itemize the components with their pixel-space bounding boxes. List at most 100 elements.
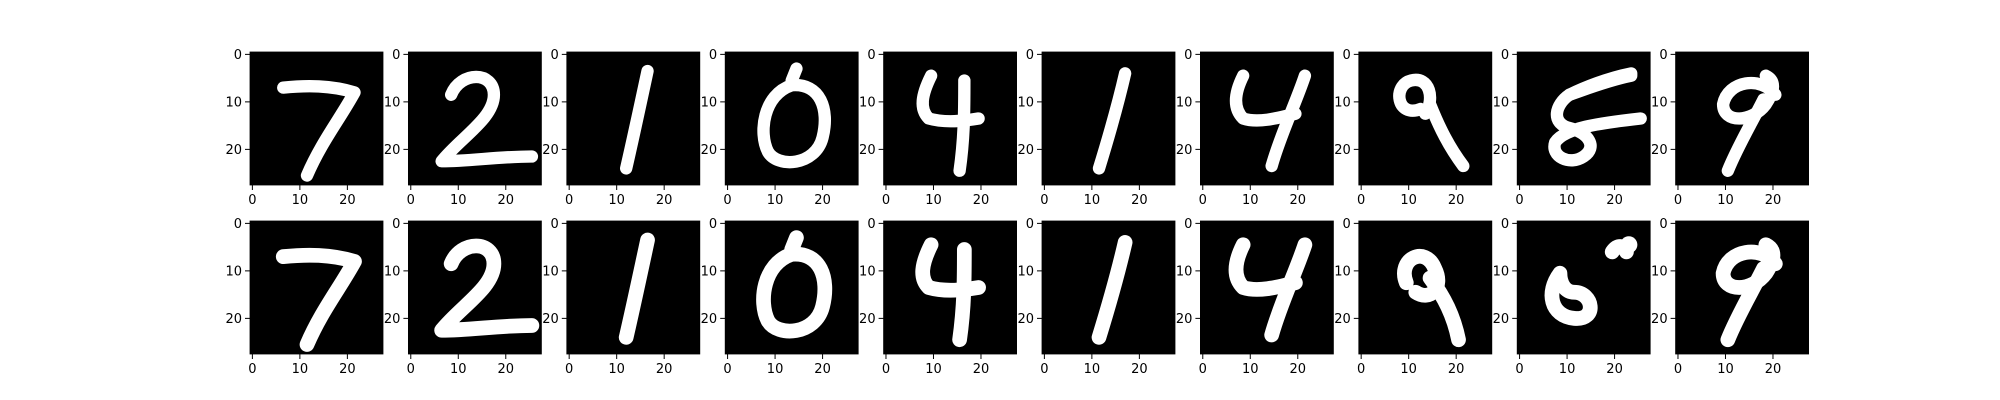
x-tick-label: 20 (1448, 193, 1465, 208)
x-tick-label: 0 (723, 362, 731, 377)
digit-panel-original-9: 0 0 10 10 20 20 (1493, 48, 1651, 208)
y-tick-label: 0 (392, 48, 400, 63)
y-tick-label: 0 (1184, 217, 1192, 232)
y-tick-label: 10 (542, 264, 559, 279)
axes-frame (1200, 51, 1334, 186)
digit-panel-original-10: 0 0 10 10 20 20 (1651, 48, 1809, 208)
digit-stroke-1 (1091, 235, 1133, 345)
digit-stroke-path (275, 247, 362, 352)
x-tick-label: 10 (450, 193, 467, 208)
x-tick-label: 0 (1357, 193, 1365, 208)
y-tick-label: 0 (1659, 48, 1667, 63)
y-tick-label: 0 (1026, 217, 1034, 232)
y-tick-label: 20 (384, 143, 401, 158)
x-tick-label: 0 (1357, 362, 1365, 377)
x-tick-label: 10 (767, 193, 784, 208)
x-tick-label: 0 (1199, 193, 1207, 208)
digit-stroke-path (1721, 93, 1770, 177)
x-tick-label: 20 (339, 193, 356, 208)
x-tick-label: 20 (814, 193, 831, 208)
axes-frame (566, 51, 701, 186)
y-tick-label: 20 (859, 143, 876, 158)
digit-panel-reconstructed-2: 0 0 10 10 20 20 (384, 217, 542, 377)
x-tick-label: 20 (498, 362, 515, 377)
x-tick-label: 20 (1290, 362, 1307, 377)
axes-frame (1358, 220, 1493, 355)
digit-panel-reconstructed-7: 0 0 10 10 20 20 (1176, 217, 1334, 377)
x-tick-label: 20 (1131, 193, 1148, 208)
digit-stroke-path (1423, 98, 1470, 173)
y-tick-label: 10 (542, 95, 559, 110)
y-tick-label: 20 (384, 312, 401, 327)
x-tick-label: 0 (248, 362, 256, 377)
digit-stroke-1 (619, 64, 654, 175)
digit-stroke-path (1563, 67, 1638, 101)
x-tick-label: 0 (1515, 362, 1523, 377)
y-tick-label: 10 (1651, 95, 1668, 110)
y-tick-label: 10 (1176, 95, 1193, 110)
x-tick-label: 10 (1084, 362, 1101, 377)
digit-stroke-path (1229, 69, 1302, 127)
digit-stroke-path (1091, 235, 1133, 345)
axes-frame (566, 220, 701, 355)
digit-stroke-path (1422, 270, 1466, 348)
x-tick-label: 0 (1515, 193, 1523, 208)
y-tick-label: 10 (1493, 95, 1510, 110)
x-tick-label: 0 (882, 362, 890, 377)
y-tick-label: 10 (384, 264, 401, 279)
x-tick-label: 10 (767, 362, 784, 377)
digit-stroke-1 (618, 232, 655, 345)
x-tick-label: 20 (814, 362, 831, 377)
x-tick-label: 10 (1084, 193, 1101, 208)
digit-stroke-1 (1092, 67, 1132, 175)
x-tick-label: 0 (723, 193, 731, 208)
y-tick-label: 0 (1501, 48, 1509, 63)
y-tick-label: 10 (1017, 95, 1034, 110)
y-tick-label: 10 (1651, 264, 1668, 279)
x-tick-label: 10 (292, 193, 309, 208)
digit-stroke-path (756, 246, 833, 339)
digit-stroke-9 (1397, 249, 1466, 348)
y-tick-label: 20 (701, 312, 718, 327)
digit-stroke-4 (915, 237, 986, 348)
digit-stroke-7 (275, 247, 362, 352)
x-tick-label: 0 (1199, 362, 1207, 377)
digit-stroke-path (1720, 261, 1771, 348)
axes-frame (407, 51, 542, 186)
axes-frame (1041, 220, 1176, 355)
digit-panel-original-2: 0 0 10 10 20 20 (384, 48, 542, 208)
y-tick-label: 0 (1659, 217, 1667, 232)
y-tick-label: 0 (867, 217, 875, 232)
axes-frame (1675, 51, 1809, 186)
digit-stroke-path (1397, 249, 1446, 303)
y-tick-label: 20 (1493, 143, 1510, 158)
y-tick-label: 10 (1176, 264, 1193, 279)
digit-stroke-path (277, 80, 361, 182)
y-tick-label: 10 (1334, 264, 1351, 279)
axes-frame (1516, 220, 1651, 355)
digit-stroke-path (1264, 237, 1313, 343)
x-tick-label: 0 (565, 362, 573, 377)
digit-panel-reconstructed-10: 0 0 10 10 20 20 (1651, 217, 1809, 377)
digit-panel-reconstructed-9: 0 0 10 10 20 20 (1493, 217, 1651, 377)
x-tick-label: 10 (608, 193, 625, 208)
x-tick-label: 20 (1131, 362, 1148, 377)
x-tick-label: 20 (973, 362, 990, 377)
y-tick-label: 20 (1017, 312, 1034, 327)
x-tick-label: 0 (565, 193, 573, 208)
x-tick-label: 0 (1674, 193, 1682, 208)
x-tick-label: 0 (407, 362, 415, 377)
y-tick-label: 0 (1184, 48, 1192, 63)
digit-stroke-path (1544, 265, 1598, 326)
y-tick-label: 20 (1334, 143, 1351, 158)
x-tick-label: 0 (1040, 362, 1048, 377)
x-tick-label: 0 (248, 193, 256, 208)
y-tick-label: 0 (1026, 48, 1034, 63)
y-tick-label: 10 (1334, 95, 1351, 110)
axes-frame (1516, 51, 1651, 186)
y-tick-label: 0 (234, 48, 242, 63)
x-tick-label: 10 (292, 362, 309, 377)
axes-frame (724, 220, 859, 355)
